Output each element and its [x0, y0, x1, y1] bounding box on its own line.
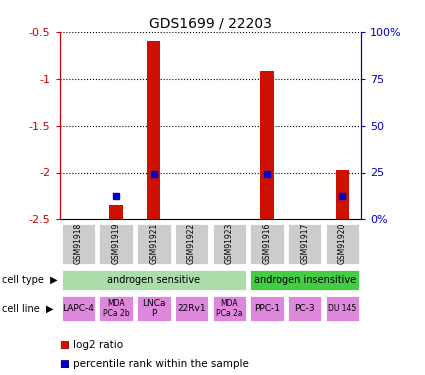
Bar [147, 41, 160, 219]
Text: GSM91923: GSM91923 [225, 223, 234, 264]
Text: PPC-1: PPC-1 [254, 304, 280, 313]
FancyBboxPatch shape [61, 295, 96, 322]
Text: ■: ■ [60, 359, 69, 369]
Text: GSM91916: GSM91916 [263, 223, 272, 264]
Text: MDA
PCa 2a: MDA PCa 2a [216, 299, 243, 318]
Text: ■ log2 ratio: ■ log2 ratio [60, 340, 123, 350]
Text: GSM91922: GSM91922 [187, 223, 196, 264]
FancyBboxPatch shape [98, 295, 134, 322]
Text: ■: ■ [60, 340, 69, 350]
FancyBboxPatch shape [249, 269, 360, 291]
Text: androgen sensitive: androgen sensitive [107, 275, 200, 285]
FancyBboxPatch shape [98, 223, 134, 265]
FancyBboxPatch shape [212, 223, 247, 265]
FancyBboxPatch shape [249, 223, 285, 265]
FancyBboxPatch shape [136, 295, 172, 322]
FancyBboxPatch shape [61, 223, 96, 265]
Text: GSM91918: GSM91918 [74, 223, 83, 264]
FancyBboxPatch shape [287, 295, 323, 322]
FancyBboxPatch shape [287, 223, 323, 265]
Text: GSM91919: GSM91919 [112, 223, 121, 264]
Text: GSM91917: GSM91917 [300, 223, 309, 264]
FancyBboxPatch shape [249, 295, 285, 322]
FancyBboxPatch shape [136, 223, 172, 265]
Text: 22Rv1: 22Rv1 [177, 304, 206, 313]
FancyBboxPatch shape [325, 223, 360, 265]
FancyBboxPatch shape [212, 295, 247, 322]
Bar [110, 206, 123, 219]
Bar [261, 71, 274, 219]
FancyBboxPatch shape [174, 223, 209, 265]
FancyBboxPatch shape [174, 295, 209, 322]
Text: cell line  ▶: cell line ▶ [2, 303, 54, 313]
Text: GSM91921: GSM91921 [149, 223, 158, 264]
FancyBboxPatch shape [61, 269, 247, 291]
Text: LAPC-4: LAPC-4 [62, 304, 94, 313]
Text: MDA
PCa 2b: MDA PCa 2b [103, 299, 129, 318]
FancyBboxPatch shape [325, 295, 360, 322]
Text: GSM91920: GSM91920 [338, 223, 347, 264]
Bar [336, 170, 349, 219]
Text: cell type  ▶: cell type ▶ [2, 275, 58, 285]
Title: GDS1699 / 22203: GDS1699 / 22203 [149, 17, 272, 31]
Text: PC-3: PC-3 [295, 304, 315, 313]
Text: ■ percentile rank within the sample: ■ percentile rank within the sample [60, 359, 248, 369]
Text: DU 145: DU 145 [328, 304, 357, 313]
Text: LNCa
P: LNCa P [142, 299, 166, 318]
Text: androgen insensitive: androgen insensitive [254, 275, 356, 285]
